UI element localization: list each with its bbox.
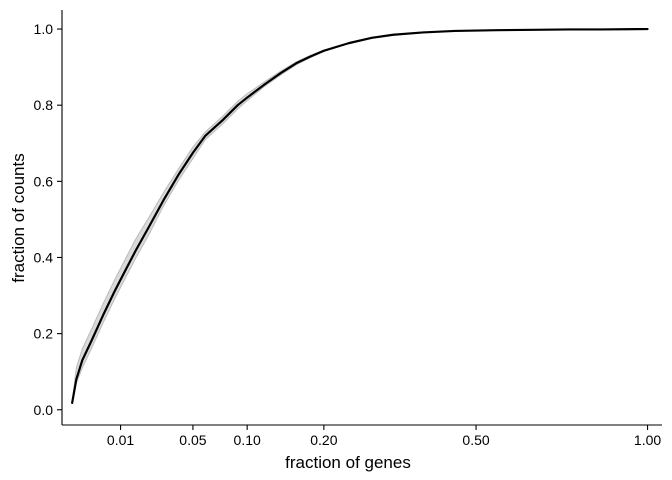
series-line-lower-band (71, 28, 648, 404)
y-tick-label: 0.0 (34, 402, 54, 418)
x-axis-ticks: 0.01 0.05 0.10 0.20 0.50 1.00 (107, 425, 661, 448)
x-axis-title: fraction of genes (285, 453, 411, 472)
y-axis-title: fraction of counts (9, 153, 28, 282)
x-tick-label: 0.50 (462, 432, 489, 448)
y-axis-ticks: 0.0 0.2 0.4 0.6 0.8 1.0 (34, 21, 62, 418)
x-tick-label: 0.20 (310, 432, 337, 448)
y-tick-label: 1.0 (34, 21, 54, 37)
series-band-group (71, 28, 648, 404)
x-tick-label: 1.00 (634, 432, 661, 448)
x-tick-label: 0.05 (179, 432, 206, 448)
y-tick-label: 0.6 (34, 173, 54, 189)
x-tick-label: 0.01 (107, 432, 134, 448)
y-tick-label: 0.4 (34, 249, 54, 265)
y-tick-label: 0.8 (34, 97, 54, 113)
x-tick-label: 0.10 (234, 432, 261, 448)
series-line-main (71, 27, 649, 405)
y-tick-label: 0.2 (34, 326, 54, 342)
series-line-group (71, 27, 649, 405)
